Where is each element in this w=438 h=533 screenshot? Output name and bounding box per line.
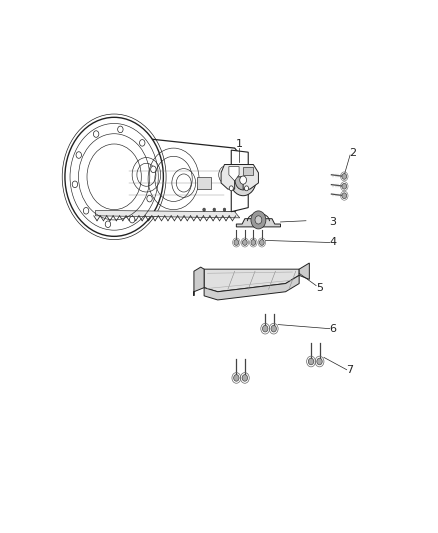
Text: 5: 5 [316, 282, 323, 293]
Circle shape [203, 208, 205, 211]
Circle shape [151, 166, 156, 173]
Circle shape [234, 240, 239, 245]
Polygon shape [299, 263, 309, 279]
Text: 1: 1 [236, 139, 243, 149]
Text: 3: 3 [330, 217, 336, 227]
Circle shape [240, 176, 247, 184]
Polygon shape [204, 276, 299, 300]
Circle shape [243, 240, 247, 245]
Text: 4: 4 [329, 238, 337, 247]
Circle shape [271, 325, 276, 332]
Polygon shape [243, 166, 253, 175]
Circle shape [259, 240, 264, 245]
Circle shape [147, 195, 152, 202]
Circle shape [213, 208, 215, 211]
Polygon shape [114, 135, 241, 219]
Circle shape [118, 126, 123, 133]
Circle shape [229, 186, 233, 191]
Circle shape [342, 174, 346, 179]
Circle shape [251, 211, 266, 229]
Circle shape [242, 375, 247, 381]
Circle shape [65, 117, 163, 236]
Polygon shape [231, 150, 248, 212]
Polygon shape [194, 267, 204, 296]
Circle shape [255, 216, 262, 224]
Circle shape [233, 375, 239, 381]
Polygon shape [229, 166, 239, 181]
Text: 2: 2 [349, 148, 356, 158]
FancyBboxPatch shape [197, 177, 211, 189]
Circle shape [251, 240, 256, 245]
Circle shape [130, 216, 135, 223]
Circle shape [93, 131, 99, 138]
Text: 7: 7 [346, 365, 353, 375]
Polygon shape [237, 219, 280, 227]
Circle shape [235, 170, 251, 190]
Circle shape [72, 181, 78, 188]
Circle shape [342, 183, 346, 189]
Circle shape [342, 193, 346, 199]
Circle shape [140, 140, 145, 146]
Circle shape [308, 358, 314, 365]
Circle shape [83, 207, 89, 214]
Circle shape [105, 221, 111, 228]
Text: 6: 6 [330, 324, 336, 334]
Polygon shape [221, 165, 258, 189]
Circle shape [262, 325, 268, 332]
Circle shape [317, 358, 322, 365]
Circle shape [244, 186, 249, 191]
Polygon shape [204, 269, 299, 292]
Circle shape [223, 208, 226, 211]
Circle shape [76, 152, 81, 158]
Polygon shape [95, 211, 240, 218]
Circle shape [230, 165, 256, 196]
